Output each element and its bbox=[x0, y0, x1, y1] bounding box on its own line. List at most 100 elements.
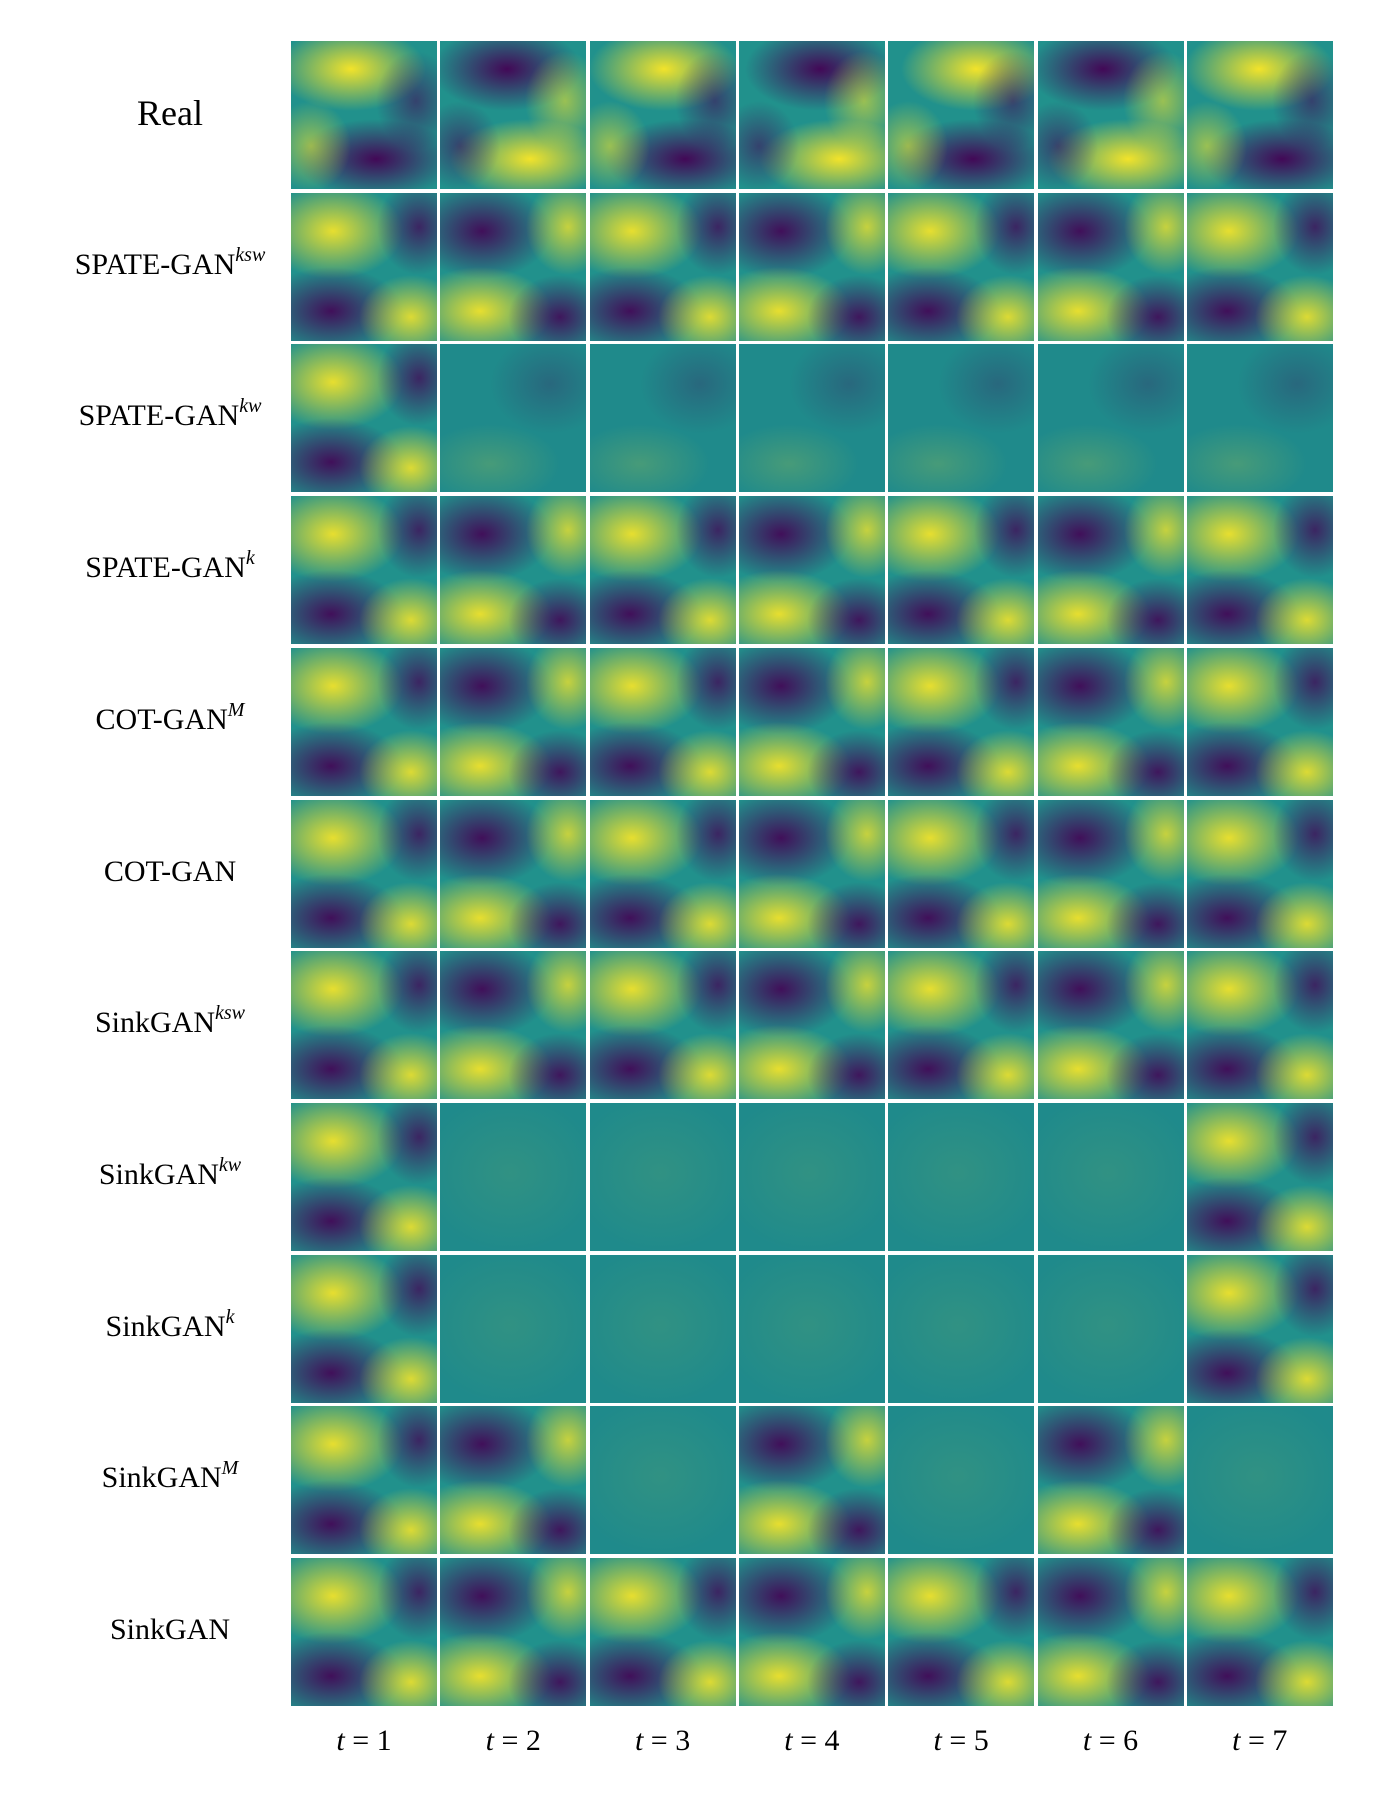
frame-heatmap bbox=[589, 951, 736, 1100]
frame-heatmap bbox=[1037, 192, 1184, 341]
frame-tile bbox=[888, 1102, 1035, 1251]
frame-tile bbox=[589, 41, 736, 189]
frame-heatmap bbox=[888, 647, 1035, 796]
frame-heatmap bbox=[1037, 1102, 1184, 1251]
frame-heatmap bbox=[589, 496, 736, 645]
frame-heatmap bbox=[291, 647, 437, 796]
frame-heatmap bbox=[440, 647, 587, 796]
row-label-name: SPATE-GAN bbox=[85, 551, 246, 585]
frame-tile bbox=[440, 496, 587, 645]
frame-tile bbox=[738, 1406, 885, 1555]
frame-heatmap bbox=[738, 1254, 885, 1403]
frame-heatmap bbox=[589, 1406, 736, 1555]
frame-heatmap bbox=[1037, 951, 1184, 1100]
frame-heatmap bbox=[738, 496, 885, 645]
column-label-eq: = 2 bbox=[494, 1724, 541, 1757]
frame-tile bbox=[888, 41, 1035, 189]
frame-heatmap bbox=[291, 192, 437, 341]
frame-tile bbox=[1186, 647, 1333, 796]
frame-tile bbox=[291, 1254, 437, 1403]
column-label: t = 7 bbox=[1187, 1726, 1333, 1756]
frame-heatmap bbox=[1037, 799, 1184, 948]
column-label-var: t bbox=[1232, 1724, 1241, 1757]
frame-tile bbox=[1037, 496, 1184, 645]
frame-heatmap bbox=[1186, 951, 1333, 1100]
row-label-superscript: ksw bbox=[215, 1002, 245, 1025]
frame-heatmap bbox=[888, 496, 1035, 645]
frame-tile bbox=[1186, 344, 1333, 493]
frame-heatmap bbox=[738, 1102, 885, 1251]
frame-tile bbox=[1186, 192, 1333, 341]
frame-tile bbox=[440, 647, 587, 796]
frame-heatmap bbox=[589, 1558, 736, 1706]
frame-heatmap bbox=[440, 951, 587, 1100]
frame-heatmap bbox=[1186, 1254, 1333, 1403]
frame-heatmap bbox=[1186, 41, 1333, 189]
frame-tile bbox=[888, 951, 1035, 1100]
column-label: t = 1 bbox=[291, 1726, 437, 1756]
row-label-name: SinkGAN bbox=[105, 1309, 226, 1343]
frame-heatmap bbox=[589, 1254, 736, 1403]
frame-tile bbox=[1037, 951, 1184, 1100]
frame-heatmap bbox=[738, 647, 885, 796]
row-label: SinkGANksw bbox=[20, 1003, 320, 1040]
frame-heatmap bbox=[440, 1558, 587, 1706]
frame-heatmap bbox=[440, 41, 587, 189]
frame-tile bbox=[1037, 647, 1184, 796]
frame-heatmap bbox=[738, 192, 885, 341]
frame-heatmap bbox=[738, 799, 885, 948]
frame-heatmap bbox=[1186, 799, 1333, 948]
frame-heatmap bbox=[440, 496, 587, 645]
frame-tile bbox=[440, 1254, 587, 1403]
frame-tile bbox=[1186, 496, 1333, 645]
frame-tile bbox=[888, 192, 1035, 341]
frame-heatmap bbox=[440, 799, 587, 948]
frame-tile bbox=[291, 1558, 437, 1706]
frame-tile bbox=[1186, 951, 1333, 1100]
frame-tile bbox=[738, 41, 885, 189]
frame-tile bbox=[888, 1558, 1035, 1706]
frame-heatmap bbox=[291, 496, 437, 645]
frame-heatmap bbox=[440, 1406, 587, 1555]
row-label: COT-GANM bbox=[20, 700, 320, 735]
frame-tile bbox=[1186, 799, 1333, 948]
frame-tile bbox=[291, 951, 437, 1100]
column-label-eq: = 4 bbox=[792, 1724, 840, 1757]
column-label-eq: = 7 bbox=[1240, 1724, 1288, 1757]
frame-heatmap bbox=[589, 1102, 736, 1251]
frame-tile bbox=[291, 1406, 437, 1555]
row-label-name: SinkGAN bbox=[94, 1006, 215, 1040]
row-label-name: SinkGAN bbox=[109, 1613, 230, 1646]
frame-tile bbox=[291, 799, 437, 948]
frame-tile bbox=[1037, 1254, 1184, 1403]
frame-heatmap bbox=[1186, 192, 1333, 341]
frame-tile bbox=[888, 647, 1035, 796]
frame-heatmap bbox=[738, 951, 885, 1100]
column-label: t = 3 bbox=[590, 1726, 736, 1756]
row-label: SPATE-GANksw bbox=[20, 245, 320, 280]
frame-tile bbox=[738, 1558, 885, 1706]
frame-tile bbox=[440, 344, 587, 493]
row-label: COT-GAN bbox=[20, 856, 320, 887]
frame-heatmap bbox=[1037, 1558, 1184, 1706]
row-label-name: Real bbox=[137, 93, 203, 133]
frame-tile bbox=[589, 799, 736, 948]
frame-heatmap bbox=[738, 344, 885, 493]
frame-tile bbox=[1186, 1558, 1333, 1706]
column-label-var: t bbox=[485, 1724, 494, 1757]
row-label: SinkGANkw bbox=[20, 1155, 320, 1190]
frame-heatmap bbox=[291, 799, 437, 948]
frame-tile bbox=[291, 192, 437, 341]
frame-heatmap bbox=[291, 344, 437, 493]
frame-tile bbox=[589, 1406, 736, 1555]
frame-heatmap bbox=[291, 951, 437, 1100]
frame-tile bbox=[589, 951, 736, 1100]
row-label-superscript: kw bbox=[239, 395, 262, 418]
frame-heatmap bbox=[888, 192, 1035, 341]
row-label-name: SinkGAN bbox=[101, 1461, 222, 1495]
frame-heatmap bbox=[589, 41, 736, 189]
frame-tile bbox=[291, 1102, 437, 1251]
frame-tile bbox=[589, 1558, 736, 1706]
frame-tile bbox=[440, 951, 587, 1100]
